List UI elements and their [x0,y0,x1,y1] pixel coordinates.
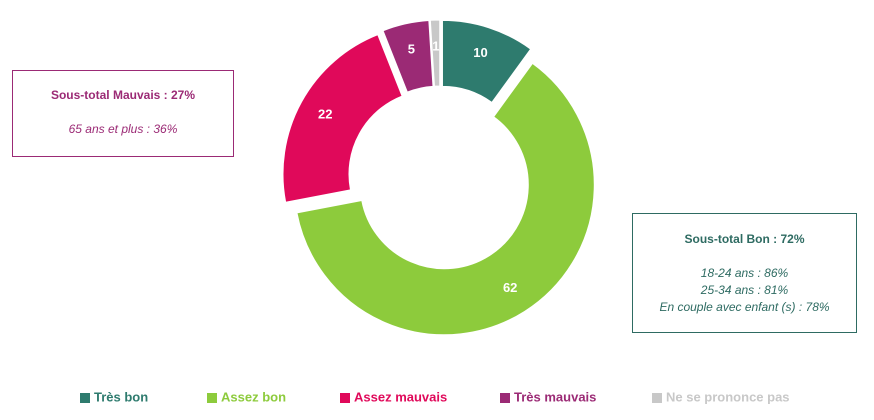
annotation-line: 18-24 ans : 86% [700,266,789,280]
annotation-box: Sous-total Mauvais : 27% 65 ans et plus :… [12,70,234,157]
donut-segment [429,19,441,87]
legend-swatch [500,393,510,403]
annotation-line: 25-34 ans : 81% [700,283,789,297]
legend-swatch [340,393,350,403]
data-label: 1 [432,39,439,54]
annotation-title: Sous-total Mauvais : 27% [50,88,196,102]
data-label: 62 [503,280,517,295]
donut-segment [296,62,595,336]
donut-segment [382,19,434,93]
legend-label: Assez mauvais [354,389,447,404]
legend-label: Assez bon [221,389,286,404]
legend-label: Très mauvais [514,389,596,404]
data-label: 10 [473,45,487,60]
annotation-title: Sous-total Bon : 72% [684,232,805,246]
legend-swatch [80,393,90,403]
data-label: 22 [318,106,332,121]
annotation-line: En couple avec enfant (s) : 78% [659,300,830,314]
legend-label: Très bon [94,389,148,404]
legend-swatch [207,393,217,403]
data-label: 5 [408,42,415,57]
donut-segment [282,34,403,203]
legend-swatch [652,393,662,403]
annotation-line: 65 ans et plus : 36% [68,122,178,136]
legend-label: Ne se prononce pas [666,389,790,404]
annotation-box: Sous-total Bon : 72% 18-24 ans : 86% 25-34… [632,213,857,333]
donut-segment [441,19,532,104]
